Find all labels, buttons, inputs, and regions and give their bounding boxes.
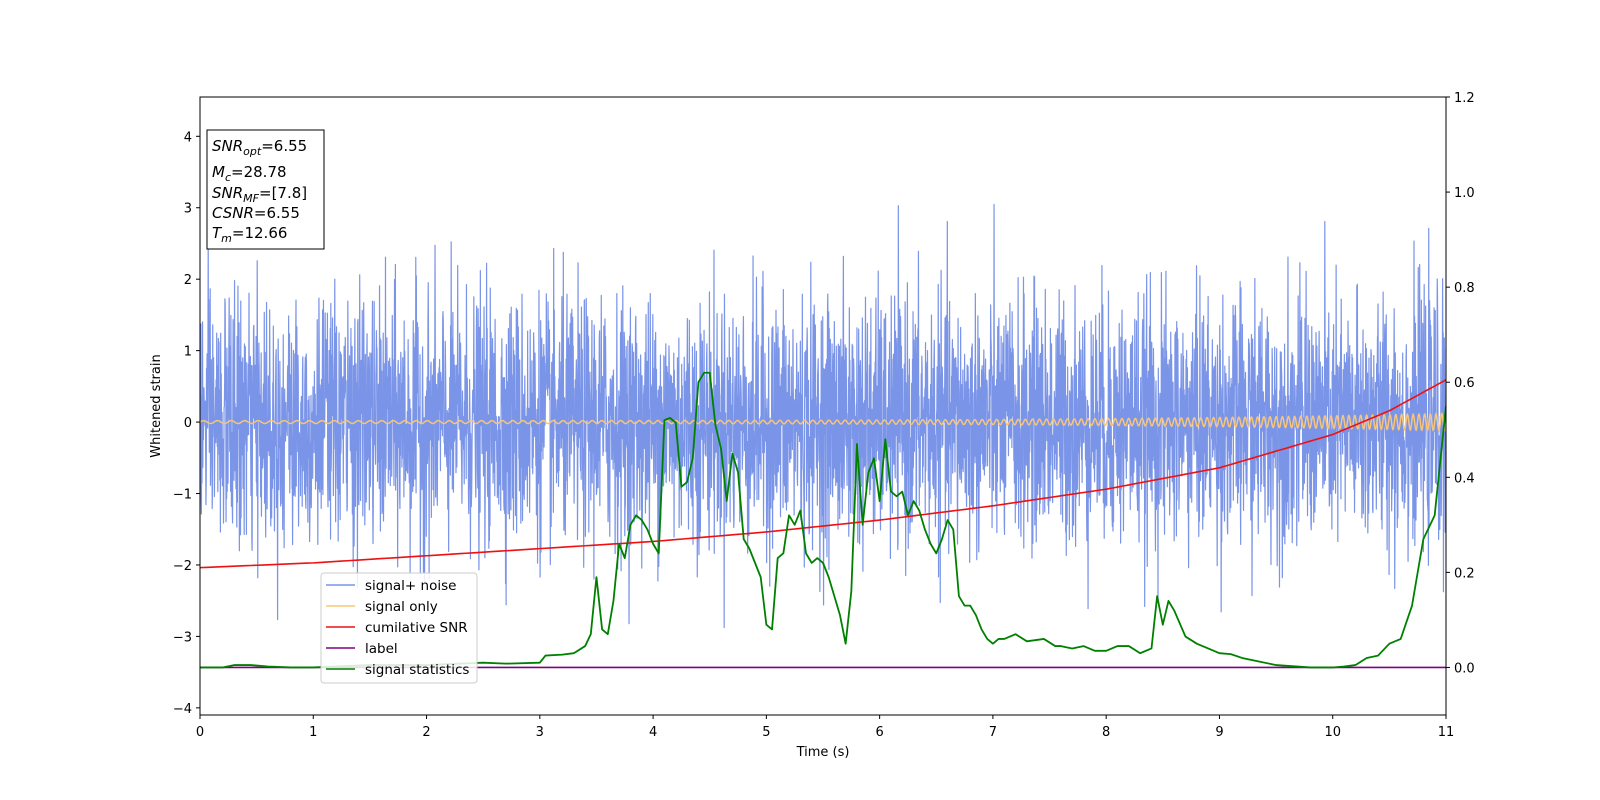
info-chirp-mass: Mc=28.78: [212, 163, 287, 184]
y2-tick-label: 0.4: [1454, 471, 1475, 486]
x-tick-label: 9: [1215, 725, 1223, 740]
y-tick-label: −4: [173, 702, 192, 717]
x-tick-label: 4: [649, 725, 657, 740]
x-tick-label: 0: [196, 725, 204, 740]
y-tick-label: −3: [173, 630, 192, 645]
y2-tick-label: 1.2: [1454, 91, 1475, 106]
x-axis-label: Time (s): [796, 745, 850, 760]
x-tick-label: 7: [989, 725, 997, 740]
legend-label-signal-statistics: signal statistics: [365, 662, 469, 678]
info-snr-mf: SNRMF=[7.8]: [212, 184, 307, 205]
y2-tick-label: 0.8: [1454, 281, 1475, 296]
y2-tick-label: 0.2: [1454, 566, 1475, 581]
y-tick-label: 2: [184, 273, 192, 288]
legend-label-label: label: [365, 641, 398, 657]
series-signal-noise: [200, 203, 1446, 629]
x-tick-label: 10: [1324, 725, 1341, 740]
y-tick-label: −2: [173, 559, 192, 574]
x-tick-label: 5: [762, 725, 770, 740]
x-tick-label: 1: [309, 725, 317, 740]
x-tick-label: 8: [1102, 725, 1110, 740]
legend-label-cumulative-snr: cumilative SNR: [365, 620, 468, 636]
info-box-frame: [206, 129, 325, 250]
axes: 0 1 2 3 4 5 6 7 8 9 10 11 −4 −3 −2 −1 0 1 2 3 4 0.0 0.2 0.4 0.6 0…: [173, 91, 1475, 740]
info-box: SNRopt=6.55 Mc=28.78 SNRMF=[7.8] CSNR=6.…: [206, 129, 325, 250]
x-tick-label: 11: [1438, 725, 1455, 740]
x-tick-label: 2: [422, 725, 430, 740]
x-tick-label: 6: [875, 725, 883, 740]
y-tick-label: −1: [173, 488, 192, 503]
y-axis-label: Whitened strain: [149, 354, 164, 457]
y-tick-label: 0: [184, 416, 192, 431]
legend-label-signal-only: signal only: [365, 599, 438, 615]
y2-tick-label: 0.0: [1454, 661, 1475, 676]
info-merger-time: Tm=12.66: [212, 224, 287, 245]
y-tick-label: 1: [184, 345, 192, 360]
y2-tick-label: 1.0: [1454, 186, 1475, 201]
y2-tick-label: 0.6: [1454, 376, 1475, 391]
y-tick-label: 3: [184, 202, 192, 217]
info-snr-opt: SNRopt=6.55: [212, 137, 307, 158]
series-cumulative-snr: [200, 379, 1446, 569]
plot-frame: [199, 96, 1447, 716]
info-csnr: CSNR=6.55: [212, 204, 300, 222]
series-signal-statistics: [200, 371, 1446, 669]
legend-label-signal-noise: signal+ noise: [365, 578, 456, 594]
x-tick-label: 3: [536, 725, 544, 740]
legend-frame: [320, 572, 478, 684]
y-tick-label: 4: [184, 130, 192, 145]
series-signal-only: [200, 412, 1446, 433]
legend: signal+ noise signal only cumilative SNR…: [320, 572, 478, 684]
